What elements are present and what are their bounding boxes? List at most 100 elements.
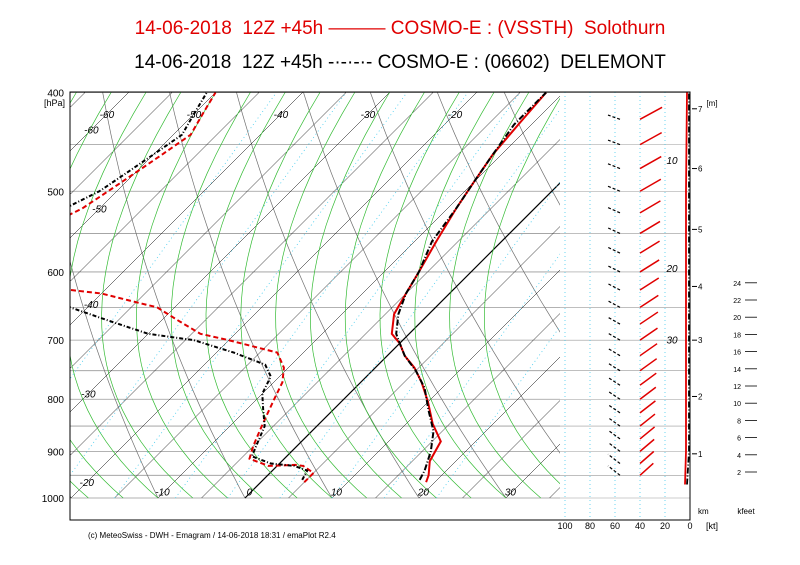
km-tick-label: 20 <box>733 315 741 322</box>
wind-speed-profile-series2 <box>686 92 690 485</box>
wind-barb-series1 <box>639 200 661 214</box>
dry-adiabat <box>369 92 594 499</box>
height-tick-label: 1 <box>698 450 703 459</box>
mixing-ratio-line <box>175 92 469 499</box>
isotherm-label: -50 <box>92 205 107 216</box>
y-tick-label: 700 <box>47 336 64 347</box>
wind-tick-label: 100 <box>557 521 572 531</box>
wind-barb-series1 <box>639 220 661 235</box>
wind-inside-label: 20 <box>665 264 678 275</box>
wind-barb-series1 <box>639 240 660 254</box>
wind-barb-series2 <box>607 390 621 400</box>
x-tick-label: -10 <box>155 488 170 499</box>
wind-barb-series2 <box>607 185 621 192</box>
wind-barb-series1 <box>639 400 656 414</box>
wind-barb-series1 <box>639 413 656 427</box>
isotherm-label: -30 <box>361 110 376 121</box>
isotherm-line <box>70 92 390 413</box>
isotherm-label: -20 <box>448 110 463 121</box>
kfeet-unit-label: kfeet <box>737 507 755 516</box>
moist-adiabat <box>136 92 228 499</box>
moist-adiabat <box>240 92 333 499</box>
km-tick-label: 16 <box>733 350 741 357</box>
isotherm-line <box>767 93 800 499</box>
km-tick-label: 2 <box>737 470 741 477</box>
km-tick-label: 22 <box>733 298 741 305</box>
km-tick-label: 18 <box>733 332 741 339</box>
wind-barb-series2 <box>607 300 621 308</box>
moist-adiabat <box>0 70 21 498</box>
isotherm-line <box>70 92 477 499</box>
moist-adiabat <box>0 70 56 498</box>
km-tick-label: 14 <box>733 367 741 374</box>
wind-speed-profile-series1 <box>684 92 688 485</box>
isotherm-label: -20 <box>80 478 95 489</box>
isotherm-label: -60 <box>84 126 99 137</box>
wind-barb-series1 <box>639 372 657 386</box>
isotherm-line <box>157 92 564 499</box>
isotherm-line <box>70 92 173 195</box>
km-tick-label: 8 <box>737 418 741 425</box>
wind-panel-bg <box>560 92 690 520</box>
height-tick-label: 5 <box>698 225 703 234</box>
height-tick-label: 4 <box>698 282 703 291</box>
wind-barb-series2 <box>607 376 621 386</box>
moist-adiabat <box>484 92 576 499</box>
wind-tick-label: 60 <box>610 521 620 531</box>
dry-adiabat <box>169 92 333 499</box>
y-tick-label: 600 <box>47 268 64 279</box>
isotherm-label: -30 <box>81 390 96 401</box>
height-tick-label: 6 <box>698 165 703 174</box>
wind-tick-label: 80 <box>585 521 595 531</box>
moist-adiabat <box>170 92 263 499</box>
wind-barb-series2 <box>607 404 621 414</box>
wind-barb-series2 <box>607 265 621 273</box>
isotherm-line <box>0 93 42 499</box>
wind-barb-series1 <box>639 311 659 325</box>
dry-adiabat <box>102 92 246 499</box>
x-tick-label: 30 <box>505 488 517 499</box>
mixing-ratio-line <box>114 92 408 499</box>
moist-adiabat <box>449 92 542 499</box>
dewpoint-line-series1 <box>70 92 316 483</box>
wind-barb-series2 <box>607 362 621 372</box>
isotherm-line <box>70 92 216 239</box>
km-tick-label: 10 <box>733 401 741 408</box>
series-layer <box>70 92 690 485</box>
mixing-ratio-line <box>70 92 277 380</box>
mixing-ratio-line <box>227 92 521 499</box>
km-unit-label: km <box>698 507 709 516</box>
isotherm-line <box>724 93 800 499</box>
y-tick-label: 500 <box>47 187 64 198</box>
wind-barb-series1 <box>639 131 663 146</box>
moist-adiabat <box>101 92 194 499</box>
wind-barb-series2 <box>607 163 621 170</box>
mixing-ratio-line <box>70 92 347 476</box>
height-tick-label: 3 <box>698 336 703 345</box>
moist-adiabat <box>310 92 402 499</box>
wind-barb-series1 <box>639 462 654 476</box>
wind-barb-series1 <box>639 106 663 120</box>
wind-barb-series1 <box>639 358 658 372</box>
wind-barb-series2 <box>607 441 621 452</box>
km-tick-label: 24 <box>733 281 741 288</box>
wind-barb-series2 <box>607 207 621 214</box>
isotherm-line <box>114 92 521 499</box>
y-tick-label: 400 <box>47 89 64 100</box>
dry-adiabat <box>302 92 507 499</box>
isotherm-line <box>70 92 303 326</box>
moist-adiabat <box>344 92 437 499</box>
wind-barb-series1 <box>639 426 656 440</box>
isotherm-label: -40 <box>274 110 289 121</box>
x-tick-label: 0 <box>247 488 253 499</box>
wind-barb-series2 <box>607 283 621 291</box>
moist-adiabat <box>70 92 89 499</box>
isotherm-label: -40 <box>84 300 99 311</box>
wind-barb-series1 <box>639 178 662 192</box>
y-unit-label: [hPa] <box>44 98 65 108</box>
dry-adiabat <box>758 70 800 498</box>
km-tick-label: 12 <box>733 384 741 391</box>
moist-adiabat <box>379 92 472 499</box>
wind-barb-series1 <box>639 259 660 273</box>
